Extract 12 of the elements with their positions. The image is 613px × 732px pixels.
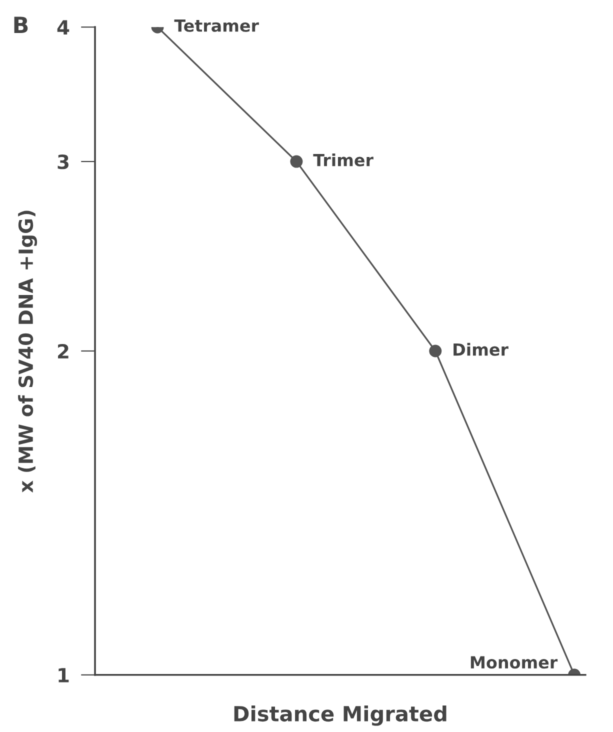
y-tick-label: 2 (58, 344, 68, 358)
y-axis-title: x (MW of SV40 DNA +IgG) (18, 210, 38, 493)
annotation: Tetramer (174, 20, 259, 32)
y-tick-label: 1 (58, 668, 69, 682)
x-axis-title: Distance Migrated (234, 705, 446, 726)
annotation: Monomer (470, 656, 558, 669)
y-tick-label: 4 (57, 20, 70, 34)
annotation: Trimer (313, 153, 374, 166)
point (429, 344, 442, 358)
annotation: Dimer (454, 342, 508, 356)
y-tick-label: 3 (58, 154, 68, 170)
text: B (14, 16, 28, 33)
